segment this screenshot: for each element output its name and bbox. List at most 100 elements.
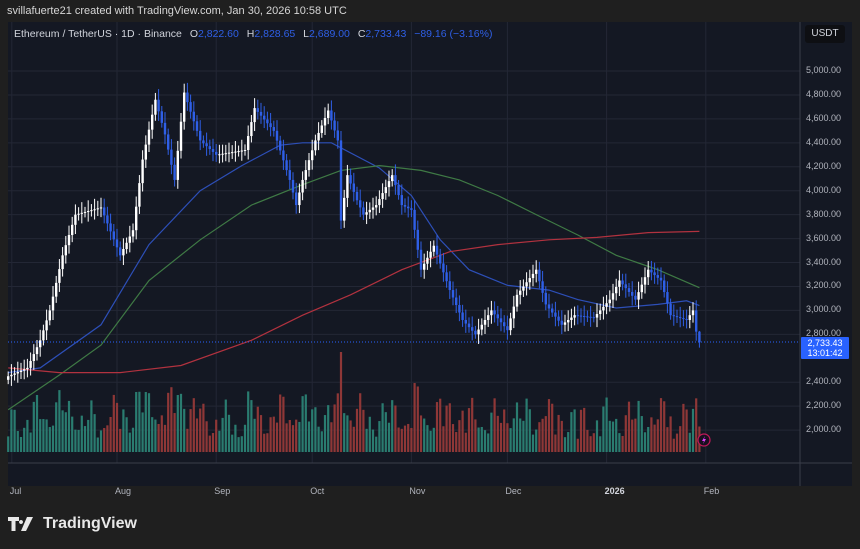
time-tick: Aug [115,486,132,496]
candle-body [343,197,346,221]
volume-bar [48,427,51,452]
volume-bar [151,417,154,452]
candle-body [583,315,586,317]
candle-body [160,111,163,123]
volume-bar [480,426,483,452]
price-tick: 4,600.00 [806,112,842,123]
volume-bar [592,433,595,452]
candle-body [272,127,275,131]
candle-body [224,153,227,155]
volume-bar [637,400,640,452]
volume-bar [410,427,413,452]
candle-body [106,215,109,224]
volume-bar [19,436,23,452]
candle-body [208,146,211,150]
candle-body [528,278,531,283]
price-tick: 4,400.00 [806,136,842,147]
volume-bar [634,418,637,452]
candle-body [119,247,122,256]
candle-body [269,123,272,128]
volume-bar [439,398,442,452]
candle-body [157,99,160,112]
candle-body [618,280,621,287]
candle-body [560,320,563,325]
volume-bar [685,409,688,452]
volume-bar [10,409,13,452]
volume-bar [160,415,163,452]
volume-bar [61,410,64,452]
candle-body [29,360,32,368]
volume-bar [659,398,663,452]
candle-body [611,293,615,300]
candle-body [576,315,579,317]
time-tick: Oct [310,486,325,496]
close-value: 2,733.43 [365,28,407,40]
candle-body [295,192,298,206]
volume-bar [99,430,103,452]
candle-body [413,209,416,230]
candle-body [240,150,243,152]
volume-bar [640,416,643,452]
volume-bar [483,430,487,452]
volume-bar [675,433,679,452]
time-tick: Dec [505,486,522,496]
volume-bar [64,412,67,452]
candle-body [311,150,314,161]
grid [8,22,800,463]
candle-body [541,281,544,293]
candle-body [423,263,426,270]
candle-body [211,149,215,152]
currency-button[interactable]: USDT [805,25,845,43]
volume-bar [179,393,183,452]
volume-bar [387,422,391,452]
volume-bar [519,418,522,452]
volume-bar [535,429,538,452]
volume-bar [176,395,179,452]
candle-body [407,206,410,209]
ohlc-legend: Ethereum / TetherUS · 1D · Binance O2,82… [14,28,492,40]
candle-body [567,319,570,323]
volume-bar [74,429,77,452]
volume-bar [365,428,368,452]
volume-bar [474,419,477,452]
candle-body [464,319,467,324]
price-tick: 2,000.00 [806,424,842,435]
candle-body [471,327,474,331]
symbol-title[interactable]: Ethereum / TetherUS · 1D · Binance [14,28,182,40]
volume-bar [413,383,416,452]
candle-body [163,122,167,135]
candle-body [672,315,675,317]
candle-body [394,175,397,186]
volume-bar [653,424,656,452]
candle-body [307,160,311,171]
volume-bar [128,432,131,452]
candle-body [83,211,87,213]
candle-body [115,239,119,248]
volume-bar [13,409,16,452]
candle-body [48,310,51,321]
tradingview-logo[interactable]: TradingView [8,515,137,533]
candle-body [688,315,691,320]
volume-bar [432,427,435,452]
candle-body [13,373,16,375]
candle-body [218,154,221,156]
volume-bar [448,403,451,452]
candle-body [362,207,365,215]
moving-average-line-3 [8,230,700,374]
volume-bar [605,397,608,452]
volume-bar [103,428,106,452]
candle-body [154,99,157,115]
volume-bar [199,408,202,452]
candle-body [339,140,343,221]
volume-bar [624,415,627,452]
candle-body [336,130,339,141]
volume-bar [16,430,19,452]
candle-body [410,208,413,210]
candle-body [39,340,42,348]
volume-bar [576,438,579,452]
volume-bar [93,414,96,452]
change-value: −89.16 [414,28,447,40]
candle-body [16,372,19,374]
candle-body [698,331,701,343]
